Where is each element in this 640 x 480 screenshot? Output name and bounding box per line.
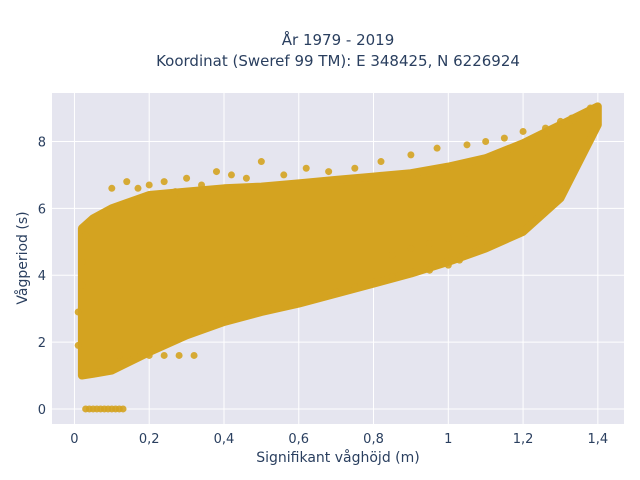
y-tick-label: 2 — [38, 336, 46, 351]
scatter-point — [568, 114, 576, 122]
chart-title-line-1: År 1979 - 2019 — [282, 30, 395, 49]
scatter-point — [242, 174, 250, 182]
x-tick-label: 0,2 — [139, 432, 160, 447]
scatter-point — [74, 308, 82, 316]
scatter-points — [74, 102, 602, 413]
scatter-point — [115, 351, 123, 359]
scatter-point — [426, 266, 434, 274]
scatter-point — [519, 127, 527, 135]
scatter-point — [482, 137, 490, 145]
scatter-point — [444, 234, 452, 242]
scatter-point — [227, 171, 235, 179]
scatter-point — [160, 178, 168, 186]
x-axis-ticks: 0 0,2 0,4 0,6 0,8 1 1,2 1,4 — [70, 432, 608, 447]
scatter-point — [426, 239, 434, 247]
scatter-point — [388, 273, 396, 281]
point-cloud — [77, 102, 602, 380]
chart-title-line-2: Koordinat (Sweref 99 TM): E 348425, N 62… — [156, 52, 520, 70]
scatter-point — [586, 104, 594, 112]
scatter-point — [78, 281, 86, 289]
x-tick-label: 0 — [70, 432, 78, 447]
scatter-point — [370, 278, 378, 286]
scatter-point — [407, 151, 415, 159]
x-tick-label: 1,2 — [513, 432, 534, 447]
scatter-point — [78, 258, 86, 266]
y-axis-ticks: 0 2 4 6 8 — [38, 135, 46, 417]
scatter-point — [171, 188, 179, 196]
scatter-point — [407, 270, 415, 278]
y-tick-label: 6 — [38, 202, 46, 217]
scatter-point — [145, 351, 153, 359]
scatter-point — [134, 184, 142, 192]
x-tick-label: 0,6 — [288, 432, 309, 447]
y-tick-label: 0 — [38, 403, 46, 418]
scatter-point — [198, 181, 206, 189]
scatter-point — [123, 178, 131, 186]
x-tick-label: 1 — [444, 432, 452, 447]
scatter-point — [463, 141, 471, 149]
scatter-point — [463, 229, 471, 237]
scatter-point — [456, 256, 464, 264]
scatter-point — [444, 261, 452, 269]
scatter-point — [351, 283, 359, 291]
scatter-point — [332, 288, 340, 296]
scatter-point — [302, 164, 310, 172]
scatter-point — [190, 351, 198, 359]
scatter-point — [377, 158, 385, 166]
y-tick-label: 4 — [38, 269, 46, 284]
scatter-point — [433, 144, 441, 152]
scatter-point — [500, 134, 508, 142]
y-axis-label: Vågperiod (s) — [14, 211, 31, 304]
scatter-point — [407, 244, 415, 252]
scatter-point — [541, 124, 549, 132]
scatter-point — [257, 158, 265, 166]
x-tick-label: 1,4 — [587, 432, 608, 447]
scatter-point — [175, 351, 183, 359]
scatter-point — [212, 168, 220, 176]
scatter-point — [130, 351, 138, 359]
scatter-point — [388, 251, 396, 259]
scatter-point — [74, 341, 82, 349]
scatter-point — [145, 181, 153, 189]
y-tick-label: 8 — [38, 135, 46, 150]
x-tick-label: 0,8 — [363, 432, 384, 447]
scatter-point — [160, 351, 168, 359]
x-axis-label: Signifikant våghöjd (m) — [256, 449, 419, 466]
scatter-point — [82, 231, 90, 239]
scatter-point — [325, 168, 333, 176]
scatter-point — [351, 164, 359, 172]
scatter-point — [556, 117, 564, 125]
scatter-point — [594, 104, 602, 112]
scatter-point — [183, 174, 191, 182]
scatter-point — [119, 405, 127, 413]
x-tick-label: 0,4 — [214, 432, 235, 447]
scatter-point — [108, 184, 116, 192]
scatter-point — [280, 171, 288, 179]
